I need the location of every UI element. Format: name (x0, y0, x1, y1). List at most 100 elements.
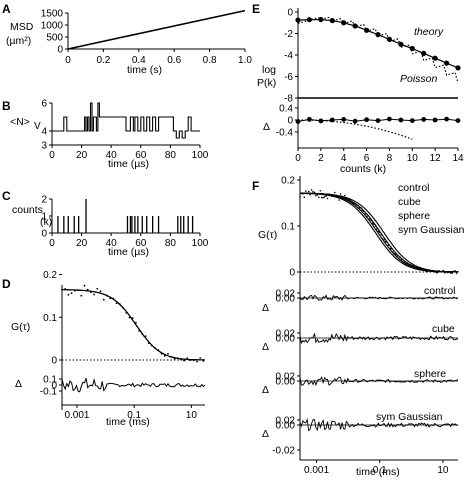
panel-e-ytick-label: 0 (287, 8, 293, 19)
panel-f-fit-sym-Gaussian (300, 192, 459, 273)
panel-f-legend-cube: cube (398, 196, 421, 208)
panel-d-data-point (186, 357, 189, 360)
panel-d-ytick-label: 0.2 (43, 270, 57, 281)
panel-d-data-point (67, 293, 70, 296)
panel-f-xtick-label: 0.001 (304, 465, 329, 476)
panel-f-data-point (455, 272, 458, 275)
panel-b-ytick-label: 4 (41, 127, 47, 138)
panel-e-resid-ytick-label: 0 (287, 116, 293, 127)
panel-a-ytick-label: 1500 (41, 9, 64, 20)
panel-e-resid-ytick-label: -0.4 (276, 128, 294, 139)
panel-c-xtick-label: 60 (135, 238, 147, 249)
panel-a-xtick-label: 0.8 (203, 55, 217, 66)
panel-d-ytick-label: 0.1 (43, 313, 57, 324)
panel-f-resid-ytick-label: -0.02 (272, 446, 295, 457)
panel-d-ylabel: G(τ) (11, 321, 30, 333)
panel-f-resid-ytick-label: 0.02 (276, 328, 296, 339)
panel-c-xtick-label: 80 (165, 238, 177, 249)
panel-f-data-point (377, 230, 380, 232)
panel-letter-e: E (252, 2, 260, 16)
panel-e-xtick-label: 6 (364, 153, 370, 164)
panel-f-ytick-label: 0.1 (281, 222, 295, 233)
panel-d-data-point (80, 294, 83, 297)
panel-a-ytick-label: 500 (46, 33, 63, 44)
panel-d-data-point (99, 290, 102, 293)
panel-f-ytick-label: 0 (289, 268, 295, 279)
panel-letter-b: B (2, 99, 11, 113)
panel-e-residual-point (375, 118, 381, 123)
panel-d-xtick-label: 0.001 (64, 410, 89, 421)
panel-b-xtick-label: 60 (135, 150, 147, 161)
panel-f-resid-delta-4: Δ (262, 428, 269, 440)
panel-a-xtick-label: 0.4 (132, 55, 146, 66)
panel-e-poisson-curve (297, 16, 459, 84)
panel-d-data-point (70, 292, 73, 294)
panel-a-xtick-label: 0.2 (96, 55, 110, 66)
panel-f-ytick-label: 0.2 (281, 176, 295, 187)
panel-e-xtick-label: 14 (452, 153, 464, 164)
panel-e-residual-point (364, 117, 369, 123)
panel-d-resid-ytick-label: 0 (51, 381, 57, 392)
panel-d-ytick-label: 0 (51, 356, 57, 367)
panel-d-data-point (163, 355, 166, 357)
panel-e-xlabel: counts (k) (340, 163, 386, 175)
panel-d: G(τ) Δ time (ms) 00.10.20.001 0.1 100.10-0… (11, 270, 206, 428)
panel-d-xtick-label: 10 (186, 410, 198, 421)
panel-f-data-point (338, 199, 340, 201)
panel-e-xtick-label: 10 (407, 153, 419, 164)
panel-f-ylabel: G(τ) (258, 229, 277, 241)
panel-c-xtick-label: 20 (76, 238, 88, 249)
panel-e-residual-label: Δ (263, 121, 270, 133)
panel-e-residual-point (421, 117, 427, 122)
panel-e-residual-point (398, 117, 404, 123)
panel-d-xtick-label: 0.1 (127, 410, 141, 421)
panel-f-data-point (339, 193, 342, 195)
panel-f-residual-trace (299, 418, 459, 432)
panel-f-data-point (312, 190, 314, 193)
panel-f-data-point (315, 194, 317, 197)
panel-f-data-point (299, 195, 301, 198)
panel-e-residual-point (444, 116, 449, 122)
panel-e-residual-point (455, 118, 461, 123)
panel-f-xtick-label: 0.1 (373, 465, 387, 476)
panel-c-ytick-label: 0 (41, 229, 47, 240)
panel-e-data-point (455, 65, 461, 71)
panel-a-ylabel: MSD (10, 21, 34, 33)
panel-e-data-point (386, 36, 392, 43)
panel-f-resid-ytick-label: 0.00 (276, 294, 296, 305)
panel-f-data-point (313, 191, 316, 194)
panel-f-data-point (334, 191, 336, 194)
panel-b-ylabel-sub: V (34, 121, 41, 132)
panel-c-ytick-label: 2 (41, 195, 47, 206)
panel-e-resid-ytick-label: 0.4 (279, 104, 293, 115)
panel-e-xtick-label: 8 (387, 153, 393, 164)
panel-d-data-point (196, 360, 198, 363)
panel-f-legend-sym-gaussian: sym Gaussian (398, 224, 465, 236)
panel-e: log P(k) theory Poisson Δ counts (k) 0 -2… (257, 8, 464, 176)
panel-e-poisson-residual (298, 119, 413, 140)
panel-d-residual-trace (61, 377, 206, 393)
panel-d-data-point (167, 352, 169, 355)
panel-f-resid-ytick-label: 0.00 (276, 334, 296, 345)
panel-d-data-point (183, 359, 186, 362)
panel-e-data-point (341, 20, 347, 26)
panel-f-data-point (309, 193, 311, 196)
panel-e-residual-point (307, 117, 312, 122)
panel-e-ylabel: log (262, 64, 276, 76)
panel-a-xtick-label: 1.0 (238, 55, 252, 66)
panel-e-residual-point (341, 117, 347, 122)
panel-a-xtick-label: 0 (65, 55, 71, 66)
panel-e-data-point (421, 50, 427, 57)
panel-f-data-point (436, 271, 439, 274)
panel-f-resid-ytick-label: 0.02 (276, 288, 296, 299)
panel-e-residual-point (409, 118, 415, 123)
panel-f-data-point (305, 190, 307, 192)
panel-letter-d: D (2, 277, 11, 291)
panel-d-resid-ytick-label: 0.1 (43, 375, 57, 386)
panel-e-ytick-label: -2 (284, 29, 293, 40)
panel-d-fit-curve (61, 288, 205, 361)
panel-b-xtick-label: 0 (49, 150, 55, 161)
